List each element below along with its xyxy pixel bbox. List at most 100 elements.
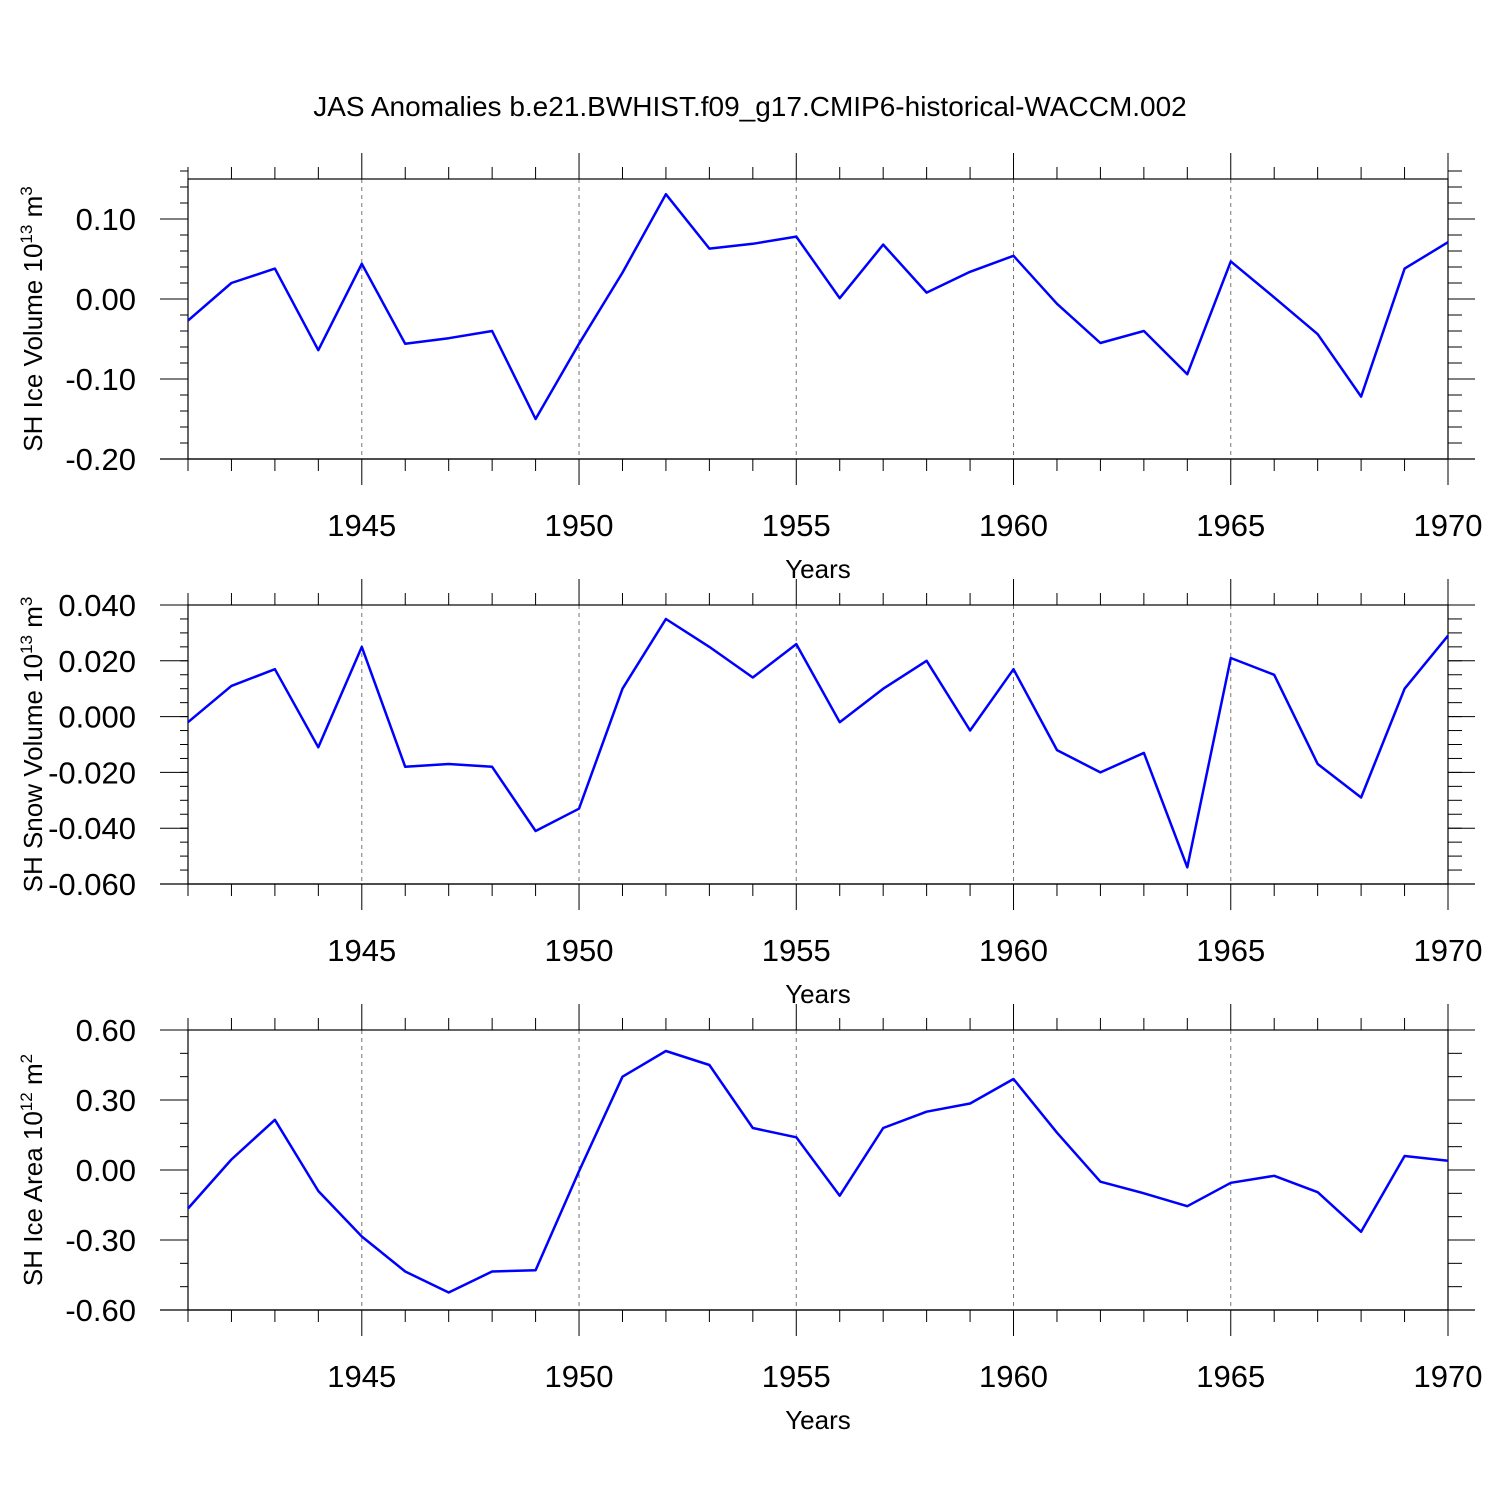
data-point: [925, 291, 929, 295]
data-point: [360, 262, 364, 266]
data-point: [881, 243, 885, 247]
x-tick-label: 1960: [979, 933, 1048, 968]
y-tick-label: 0.00: [76, 1153, 136, 1188]
plot-frame: [187, 1029, 1449, 1311]
x-tick-label: 1960: [979, 1359, 1048, 1394]
data-point: [664, 617, 668, 621]
data-point: [1403, 687, 1407, 691]
data-point: [751, 242, 755, 246]
data-point: [577, 807, 581, 811]
data-point: [1229, 259, 1233, 263]
plot-frame: [187, 604, 1449, 885]
data-point: [838, 720, 842, 724]
y-tick-label: 0.60: [76, 1013, 136, 1048]
data-point: [360, 645, 364, 649]
data-point: [707, 1063, 711, 1067]
x-tick-label: 1945: [327, 1359, 396, 1394]
x-axis-label: Years: [785, 979, 851, 1009]
data-point: [794, 235, 798, 239]
data-point: [925, 1110, 929, 1114]
data-point: [1185, 865, 1189, 869]
data-point: [794, 642, 798, 646]
data-point: [664, 192, 668, 196]
y-tick-label: 0.020: [58, 644, 136, 679]
data-point: [968, 270, 972, 274]
x-tick-label: 1960: [979, 508, 1048, 543]
y-tick-label: 0.10: [76, 202, 136, 237]
data-point: [1142, 751, 1146, 755]
x-tick-label: 1970: [1414, 508, 1483, 543]
x-tick-label: 1965: [1196, 933, 1265, 968]
y-tick-label: -0.60: [65, 1293, 136, 1328]
data-point: [1012, 667, 1016, 671]
data-point: [707, 645, 711, 649]
data-point: [1055, 748, 1059, 752]
x-tick-label: 1945: [327, 933, 396, 968]
y-tick-label: 0.30: [76, 1083, 136, 1118]
y-tick-label: -0.30: [65, 1223, 136, 1258]
data-point: [1446, 634, 1450, 638]
data-point: [1055, 302, 1059, 306]
data-point: [1316, 332, 1320, 336]
data-point: [316, 348, 320, 352]
data-point: [360, 1235, 364, 1239]
data-point: [1272, 1174, 1276, 1178]
series-line: [187, 617, 1449, 869]
data-point: [403, 342, 407, 346]
data-point: [1359, 395, 1363, 399]
y-axis-label: SH Ice Volume 1013 m3: [17, 186, 48, 451]
data-point: [490, 765, 494, 769]
x-tick-label: 1950: [545, 1359, 614, 1394]
data-point: [1359, 1230, 1363, 1234]
data-point: [1055, 1131, 1059, 1135]
data-point: [229, 684, 233, 688]
data-point: [881, 687, 885, 691]
y-tick-label: 0.040: [58, 588, 136, 623]
data-point: [534, 829, 538, 833]
data-point: [273, 1118, 277, 1122]
data-point: [1185, 1204, 1189, 1208]
data-point: [490, 1270, 494, 1274]
data-point: [1012, 1077, 1016, 1081]
data-point: [1359, 796, 1363, 800]
data-point: [1012, 254, 1016, 258]
data-point: [1446, 240, 1450, 244]
data-point: [664, 1049, 668, 1053]
y-tick-label: 0.000: [58, 700, 136, 735]
data-point: [1185, 372, 1189, 376]
panel-2: -0.060 -0.040 -0.020 0.000 0.020 0.040 1945 195…: [17, 579, 1482, 1009]
data-point: [534, 1268, 538, 1272]
data-point: [186, 720, 190, 724]
x-tick-label: 1970: [1414, 1359, 1483, 1394]
data-point: [1403, 1154, 1407, 1158]
figure-title: JAS Anomalies b.e21.BWHIST.f09_g17.CMIP6…: [313, 91, 1187, 122]
data-point: [403, 765, 407, 769]
y-axis-label: SH Snow Volume 1013 m3: [17, 597, 48, 893]
panels-container: -0.20 -0.10 0.00 0.10 1945 1950 1955 1960 1965 19…: [17, 153, 1482, 1435]
y-tick-label: 0.00: [76, 282, 136, 317]
data-point: [447, 1291, 451, 1295]
panel-1: -0.20 -0.10 0.00 0.10 1945 1950 1955 1960 1965 19…: [17, 153, 1482, 584]
data-point: [229, 281, 233, 285]
y-tick-label: -0.20: [65, 442, 136, 477]
series-line: [187, 1049, 1449, 1294]
data-point: [620, 687, 624, 691]
x-tick-label: 1970: [1414, 933, 1483, 968]
panel-3: -0.60 -0.30 0.00 0.30 0.60 1945 1950 1955 1960 19…: [17, 1004, 1482, 1435]
data-point: [447, 762, 451, 766]
plot-frame: [187, 178, 1449, 460]
x-tick-label: 1955: [762, 508, 831, 543]
data-point: [229, 1158, 233, 1162]
data-point: [838, 296, 842, 300]
data-point: [1098, 770, 1102, 774]
data-point: [186, 319, 190, 323]
data-point: [1272, 673, 1276, 677]
data-point: [1142, 329, 1146, 333]
data-point: [838, 1194, 842, 1198]
data-point: [1229, 1181, 1233, 1185]
data-point: [447, 336, 451, 340]
x-tick-label: 1965: [1196, 508, 1265, 543]
data-point: [707, 247, 711, 251]
data-point: [577, 1169, 581, 1173]
